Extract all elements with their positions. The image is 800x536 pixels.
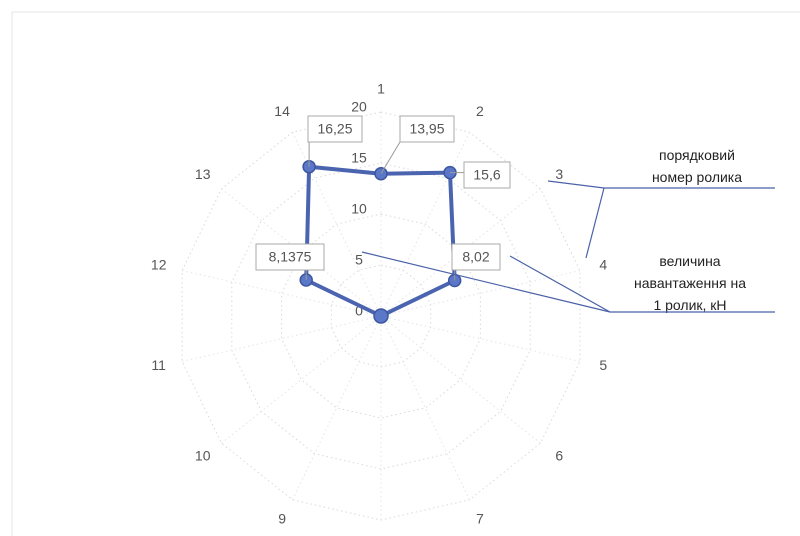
category-labels: 1234567891011121314 [151, 81, 607, 536]
tick-label-10: 10 [351, 201, 367, 217]
annotations: порядковий номер ролика величина наванта… [361, 147, 775, 313]
chart-frame [11, 11, 800, 536]
grid-ring-15 [231, 162, 531, 470]
category-label-3: 3 [555, 166, 563, 182]
grid-spoke-7 [380, 315, 470, 501]
category-label-10: 10 [195, 448, 211, 464]
radar-grid [181, 111, 581, 521]
data-label-15-6: 15,6 [463, 161, 511, 189]
tick-label-5: 5 [355, 252, 363, 268]
tick-label-0: 0 [355, 303, 363, 319]
category-label-11: 11 [151, 357, 166, 373]
tick-label-20: 20 [351, 99, 367, 115]
category-label-6: 6 [555, 448, 563, 464]
data-label-8-1375-box [255, 243, 325, 271]
data-label-8-1375: 8,1375 [255, 243, 325, 271]
data-label-15-6-box [463, 161, 511, 189]
data-label-8-1375-text: 8,1375 [269, 249, 312, 265]
category-label-9: 9 [278, 510, 286, 526]
data-label-13-95-box [399, 115, 455, 143]
category-label-1: 1 [377, 81, 385, 97]
category-label-13: 13 [195, 166, 211, 182]
data-label-15-6-text: 15,6 [473, 167, 500, 183]
category-label-7: 7 [476, 510, 484, 526]
data-label-8-02-box [451, 243, 501, 271]
category-label-8: 8 [377, 533, 385, 536]
tick-label-15: 15 [351, 150, 367, 166]
series-load [299, 159, 462, 324]
data-labels: 16,25 13,95 15,6 8,02 8,1375 [255, 115, 511, 271]
data-label-8-02: 8,02 [451, 243, 501, 271]
data-label-16-25-box [307, 115, 363, 143]
grid-spoke-10 [221, 315, 382, 444]
annotation-load-line1: величина [659, 253, 720, 269]
category-label-14: 14 [274, 103, 290, 119]
radial-tick-labels: 0 5 10 15 20 [351, 99, 367, 319]
grid-spoke-12 [181, 270, 382, 317]
annotation-roller-number-line1: порядковий [659, 147, 735, 163]
data-label-13-95: 13,95 [399, 115, 455, 143]
annotation-load-line3: 1 ролик, кН [653, 297, 726, 313]
marker-center [373, 308, 389, 324]
grid-spoke-11 [181, 315, 382, 362]
annotation-load-line2: навантаження на [634, 275, 746, 291]
category-label-4: 4 [599, 256, 607, 272]
annotation-roller-number-line2: номер ролика [652, 169, 742, 185]
category-label-2: 2 [476, 103, 484, 119]
data-label-13-95-text: 13,95 [409, 121, 444, 137]
data-label-13-95-leader [380, 141, 401, 174]
annotation-load-pointer [361, 251, 611, 313]
data-label-leaders [305, 141, 464, 281]
annotation-roller-pointer [585, 187, 605, 259]
grid-spoke-9 [292, 315, 382, 501]
data-label-8-02-text: 8,02 [462, 249, 489, 265]
data-label-16-25: 16,25 [307, 115, 363, 143]
category-label-5: 5 [599, 357, 607, 373]
series-outline [304, 164, 457, 318]
data-label-16-25-text: 16,25 [317, 121, 352, 137]
grid-spoke-5 [380, 315, 581, 362]
grid-spoke-6 [380, 315, 541, 444]
category-label-12: 12 [151, 256, 167, 272]
